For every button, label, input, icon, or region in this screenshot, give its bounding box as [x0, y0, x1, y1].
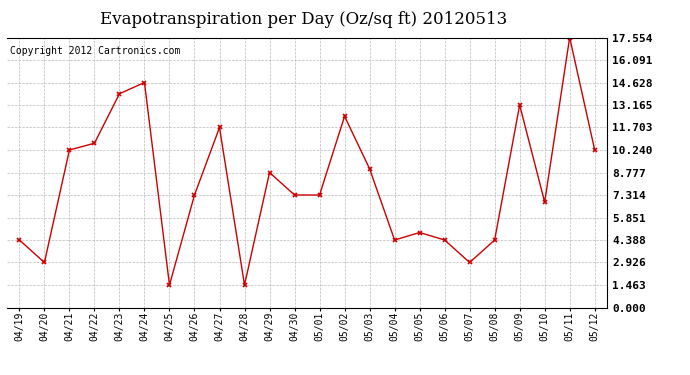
- Text: Copyright 2012 Cartronics.com: Copyright 2012 Cartronics.com: [10, 46, 180, 56]
- Text: Evapotranspiration per Day (Oz/sq ft) 20120513: Evapotranspiration per Day (Oz/sq ft) 20…: [100, 11, 507, 28]
